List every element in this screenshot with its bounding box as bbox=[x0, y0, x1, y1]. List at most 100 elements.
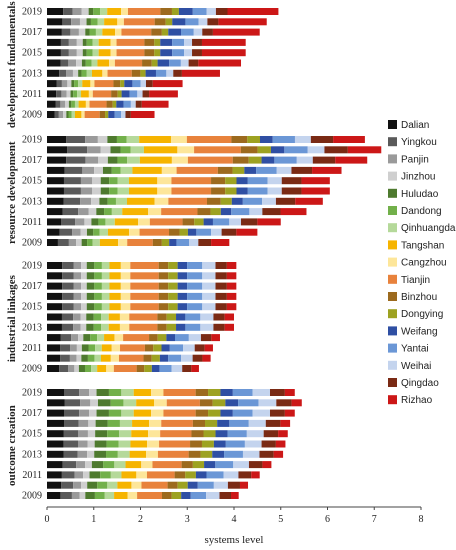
bar-segment-panjin bbox=[60, 100, 66, 108]
bar-segment-tangshan bbox=[81, 90, 89, 98]
bar-segment-cangzhou bbox=[154, 197, 169, 205]
bar-segment-yingkou bbox=[62, 282, 74, 290]
legend-label-rizhao: Rizhao bbox=[401, 395, 433, 406]
year-tick-label: 2015 bbox=[22, 176, 42, 187]
bar-segment-dandong bbox=[90, 18, 98, 26]
bar-segment-binzhou bbox=[151, 28, 162, 36]
bar-segment-qingdao bbox=[215, 303, 227, 311]
bar-segment-binzhou bbox=[197, 208, 211, 216]
bar-segment-weihai bbox=[252, 409, 270, 417]
bar-segment-weifang bbox=[177, 272, 188, 280]
bar-segment-jinzhou bbox=[88, 419, 96, 427]
bar-segment-tangshan bbox=[102, 28, 116, 36]
year-tick-label: 2017 bbox=[22, 281, 42, 292]
bar-segment-qinhuangdao bbox=[121, 389, 134, 396]
bar-segment-dongying bbox=[157, 334, 167, 342]
bar-segment-huludao bbox=[110, 146, 121, 154]
bar-segment-cangzhou bbox=[110, 354, 119, 362]
bar-segment-dandong bbox=[98, 218, 106, 226]
bar-segment-panjin bbox=[71, 492, 80, 499]
bar-segment-binzhou bbox=[158, 262, 169, 269]
bar-segment-dalian bbox=[47, 272, 63, 280]
bar-segment-tangshan bbox=[131, 430, 149, 438]
bar-segment-dalian bbox=[47, 197, 64, 205]
bar-segment-panjin bbox=[80, 177, 93, 185]
bar-segment-dongying bbox=[194, 218, 204, 226]
bar-segment-dandong bbox=[93, 8, 101, 15]
bar-segment-weifang bbox=[145, 69, 156, 77]
year-tick-label: 2009 bbox=[22, 110, 42, 121]
bar-segment-qinhuangdao bbox=[114, 461, 126, 469]
bar-segment-yingkou bbox=[59, 228, 73, 236]
bar-segment-yantai bbox=[227, 430, 247, 438]
bar-segment-qingdao bbox=[192, 354, 203, 362]
bar-segment-qinhuangdao bbox=[101, 323, 109, 331]
bar-segment-qingdao bbox=[263, 430, 279, 438]
bar-segment-weihai bbox=[200, 313, 214, 321]
bar-segment-tianjin bbox=[166, 399, 200, 407]
bar-segment-weifang bbox=[220, 208, 232, 216]
bar-segment-dandong bbox=[88, 344, 96, 352]
bar-segment-qingdao bbox=[145, 80, 153, 88]
bar-segment-yingkou bbox=[63, 177, 81, 185]
bar-segment-rizhao bbox=[141, 100, 169, 108]
bar-segment-dalian bbox=[47, 354, 61, 362]
bar-segment-dandong bbox=[94, 262, 102, 269]
bar-segment-panjin bbox=[73, 262, 82, 269]
bar-segment-yingkou bbox=[55, 100, 61, 108]
bar-segment-qinhuangdao bbox=[104, 492, 115, 499]
bar-segment-binzhou bbox=[240, 146, 258, 154]
legend-label-jinzhou: Jinzhou bbox=[401, 172, 435, 183]
bar-segment-dandong bbox=[107, 197, 116, 205]
bar-segment-dongying bbox=[168, 262, 178, 269]
bar-segment-dongying bbox=[154, 38, 161, 46]
bar-segment-qinhuangdao bbox=[115, 197, 127, 205]
bar-segment-yingkou bbox=[67, 146, 88, 154]
bar-segment-weihai bbox=[267, 187, 282, 195]
bar-segment-tianjin bbox=[129, 313, 158, 321]
bar-segment-huludao bbox=[78, 365, 85, 372]
bar-segment-dongying bbox=[166, 323, 177, 331]
year-tick-label: 2019 bbox=[22, 388, 42, 399]
panel-labels-layer: development fundamentals resource develop… bbox=[6, 1, 18, 486]
bar-segment-panjin bbox=[73, 292, 82, 300]
bar-segment-panjin bbox=[76, 461, 86, 469]
bar-segment-dongying bbox=[192, 461, 205, 469]
legend-swatch-huludao bbox=[388, 188, 397, 198]
bar-segment-tianjin bbox=[94, 80, 114, 88]
bar-segment-huludao bbox=[81, 59, 86, 67]
bar-segment-rizhao bbox=[280, 419, 291, 427]
bar-segment-binzhou bbox=[232, 156, 249, 164]
bar-segment-weifang bbox=[203, 218, 213, 226]
bar-segment-binzhou bbox=[181, 461, 193, 469]
bar-segment-dalian bbox=[47, 90, 57, 98]
bar-segment-huludao bbox=[96, 409, 109, 417]
bar-segment-rizhao bbox=[335, 156, 368, 164]
bar-segment-dalian bbox=[47, 365, 60, 372]
bar-segment-dongying bbox=[248, 156, 262, 164]
bar-segment-dalian bbox=[47, 409, 65, 417]
bar-segment-binzhou bbox=[182, 218, 195, 226]
bar-segment-tianjin bbox=[176, 166, 218, 174]
bar-segment-dalian bbox=[47, 208, 63, 216]
bar-segment-weihai bbox=[137, 90, 143, 98]
bar-segment-weihai bbox=[229, 218, 242, 226]
bar-segment-rizhao bbox=[251, 471, 260, 479]
bar-segment-dandong bbox=[109, 187, 118, 195]
bar-segment-yingkou bbox=[63, 197, 81, 205]
bar-segment-rizhao bbox=[211, 334, 220, 342]
bar-segment-binzhou bbox=[199, 399, 213, 407]
bar-segment-rizhao bbox=[284, 409, 295, 417]
bar-segment-binzhou bbox=[158, 303, 169, 311]
bar-segment-rizhao bbox=[152, 80, 183, 88]
bar-segment-panjin bbox=[68, 38, 77, 46]
bar-segment-dalian bbox=[47, 419, 65, 427]
legend-swatch-qingdao bbox=[388, 378, 397, 387]
bar-segment-yantai bbox=[176, 239, 190, 246]
bar-segment-yantai bbox=[123, 100, 131, 108]
bar-segment-huludao bbox=[89, 471, 101, 479]
bar-segment-cangzhou bbox=[85, 100, 90, 108]
bar-segment-dalian bbox=[47, 38, 61, 46]
bar-segment-dongying bbox=[151, 354, 160, 362]
bar-segment-qingdao bbox=[215, 292, 227, 300]
